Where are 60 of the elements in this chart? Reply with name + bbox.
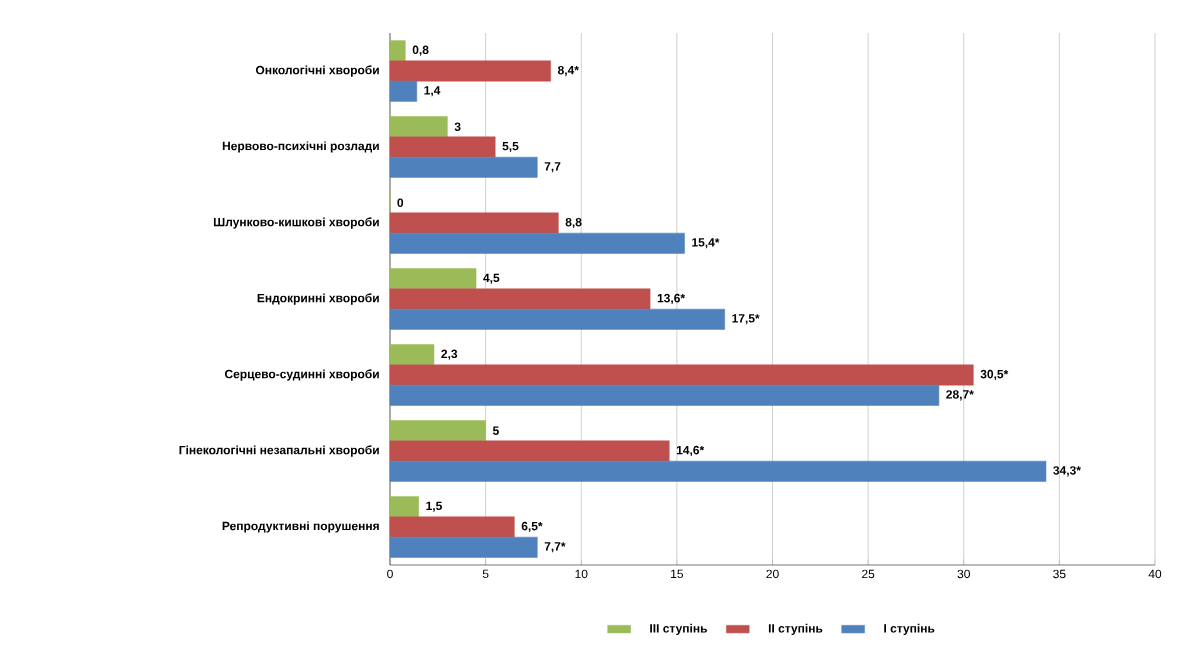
x-tick-label: 35 [1053, 569, 1066, 579]
y-tick-label: Онкологічні хвороби [255, 65, 379, 77]
data-label: 28,7* [946, 390, 974, 401]
x-tick-label: 15 [671, 569, 684, 579]
data-label: 8,8 [565, 217, 582, 229]
x-tick-label: 10 [575, 569, 588, 579]
data-label: 17,5* [732, 314, 760, 325]
legend-label: II ступінь [768, 623, 823, 635]
bar [389, 364, 974, 386]
data-label: 34,3* [1053, 466, 1081, 477]
bar [389, 440, 670, 462]
bar [389, 212, 559, 234]
data-label: 8,4* [557, 65, 579, 77]
bar [389, 40, 406, 62]
bar [389, 136, 496, 158]
legend-label: I ступінь [884, 623, 935, 635]
data-label: 15,4* [692, 238, 720, 249]
data-label: 0,8 [412, 45, 429, 56]
bar [389, 232, 685, 254]
bar [389, 516, 515, 538]
data-label: 30,5* [980, 369, 1009, 381]
bar [389, 116, 448, 138]
x-tick-label: 5 [482, 569, 489, 579]
data-label: 4,5 [483, 273, 500, 284]
data-label: 13,6* [657, 293, 686, 305]
bar [389, 60, 551, 82]
y-tick-label: Нервово-психічні розлади [222, 141, 379, 153]
data-label: 6,5* [521, 521, 543, 533]
bar [389, 80, 418, 102]
bar [389, 460, 1047, 482]
bar [389, 496, 419, 518]
x-tick-label: 25 [862, 569, 875, 579]
data-label: 1,5 [426, 501, 442, 512]
bar [389, 384, 940, 406]
data-label: 0 [397, 198, 404, 207]
bar [389, 536, 538, 558]
data-label: 7,7 [544, 162, 561, 173]
legend-label: III ступінь [650, 623, 707, 635]
data-label: 14,6* [676, 445, 705, 457]
bar [389, 268, 477, 290]
bar [389, 308, 725, 330]
x-tick-label: 0 [387, 569, 393, 579]
data-label: 2,3 [441, 349, 458, 360]
bar [389, 288, 651, 310]
x-tick-label: 40 [1148, 569, 1162, 579]
data-label: 3 [454, 122, 461, 131]
data-label: 5,5 [502, 141, 519, 153]
bar [389, 420, 486, 442]
y-tick-label: Шлунково-кишкові хвороби [213, 217, 379, 229]
x-tick-label: 20 [766, 569, 779, 579]
data-label: 5 [492, 426, 499, 435]
y-tick-label: Гінекологічні незапальні хвороби [179, 445, 379, 457]
y-tick-label: Репродуктивні порушення [222, 521, 379, 533]
data-label: 1,4 [424, 86, 441, 97]
bar [389, 156, 538, 178]
bar [389, 344, 435, 366]
y-tick-label: Серцево-судинні хвороби [224, 369, 379, 381]
y-tick-label: Ендокринні хвороби [257, 293, 379, 305]
x-tick-label: 30 [957, 569, 970, 579]
data-label: 7,7* [544, 542, 566, 553]
